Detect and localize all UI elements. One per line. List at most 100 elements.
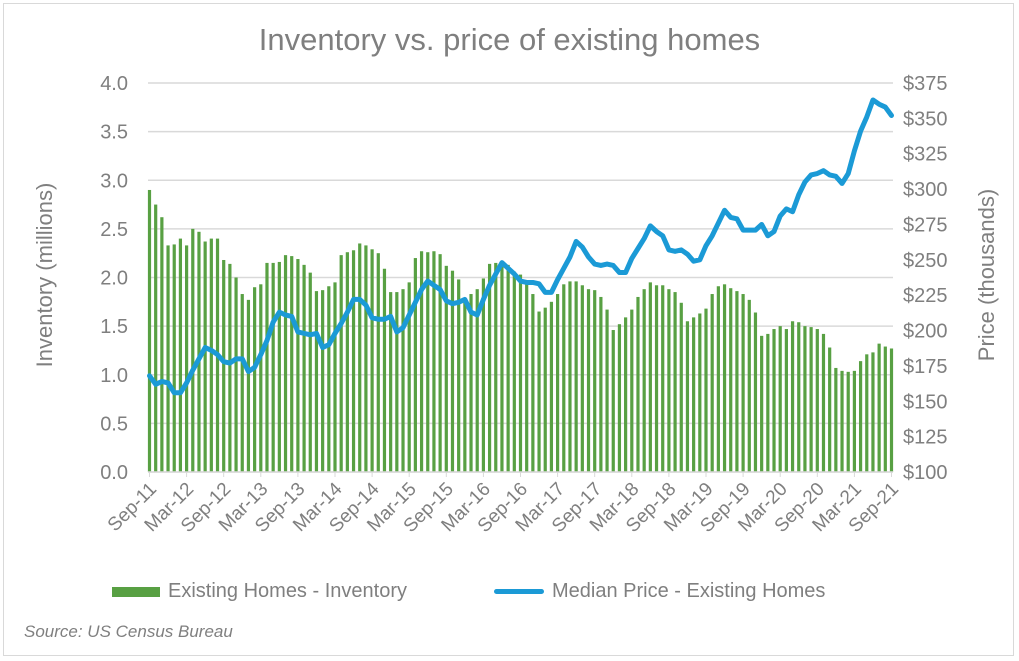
inventory-bar (444, 265, 448, 472)
right-tick-label: $100 (903, 462, 948, 484)
inventory-bar (178, 238, 183, 472)
inventory-bar (790, 321, 795, 472)
inventory-bar (432, 251, 436, 472)
inventory-bar (704, 308, 708, 472)
inventory-bar (413, 258, 417, 472)
left-tick-label: 4.0 (100, 73, 128, 95)
inventory-bar (692, 317, 696, 472)
legend-item-price: Median Price - Existing Homes (494, 580, 825, 603)
inventory-bar (290, 256, 294, 472)
inventory-bar (518, 274, 523, 472)
inventory-bar (593, 290, 597, 472)
inventory-bar (209, 238, 213, 472)
legend-item-inventory: Existing Homes - Inventory (112, 580, 407, 603)
inventory-bar (333, 282, 337, 472)
inventory-bar (327, 286, 331, 472)
inventory-bar (599, 296, 603, 472)
inventory-bar (376, 253, 380, 472)
inventory-bar (308, 272, 312, 472)
legend-label-price: Median Price - Existing Homes (552, 580, 826, 602)
right-tick-label: $125 (903, 427, 948, 449)
inventory-bar (679, 302, 683, 472)
inventory-bar (147, 189, 152, 472)
inventory-bar (815, 329, 819, 472)
chart-frame (3, 3, 1014, 656)
inventory-bar (302, 264, 306, 472)
inventory-bar (172, 244, 176, 472)
right-tick-label: $200 (903, 321, 948, 343)
inventory-bar (531, 294, 535, 472)
inventory-bar (858, 361, 863, 472)
inventory-bar (840, 370, 844, 472)
inventory-bar (611, 330, 615, 472)
inventory-bar (271, 262, 275, 472)
inventory-bar (580, 285, 584, 472)
inventory-bar (883, 346, 887, 472)
inventory-bar (871, 352, 875, 472)
inventory-bar (667, 289, 671, 472)
inventory-bar (673, 292, 677, 472)
inventory-bar (321, 290, 325, 472)
inventory-bar (191, 228, 195, 472)
inventory-bar (345, 252, 349, 472)
inventory-bar (265, 262, 269, 472)
inventory-bar (778, 326, 782, 472)
left-tick-label: 3.5 (100, 122, 128, 144)
right-tick-label: $150 (903, 391, 948, 413)
inventory-bar (389, 292, 393, 472)
inventory-bar (741, 294, 745, 472)
inventory-bar (419, 251, 424, 472)
inventory-bar (234, 277, 238, 472)
inventory-bar (197, 231, 201, 472)
inventory-bar (747, 299, 751, 472)
source-note: Source: US Census Bureau (24, 622, 233, 641)
inventory-bar (617, 324, 622, 472)
inventory-bar (865, 354, 869, 472)
legend-swatch-line (494, 589, 544, 594)
inventory-bar (407, 282, 411, 472)
inventory-bar (283, 255, 288, 472)
inventory-bar (512, 271, 516, 472)
inventory-bar (500, 265, 504, 472)
inventory-bar (562, 284, 566, 472)
inventory-bar (537, 311, 541, 472)
inventory-bar (246, 299, 251, 472)
inventory-bar (314, 291, 319, 472)
inventory-bar (457, 279, 461, 472)
left-tick-label: 0.5 (100, 413, 128, 435)
inventory-bar (543, 307, 547, 472)
right-tick-label: $300 (903, 179, 948, 201)
inventory-bar (828, 347, 832, 472)
inventory-bar (364, 245, 368, 472)
inventory-bar (877, 343, 881, 472)
inventory-bar (766, 333, 770, 472)
inventory-bar (636, 296, 640, 472)
left-tick-label: 2.5 (100, 219, 128, 241)
inventory-bar (642, 289, 646, 472)
inventory-bar (370, 249, 374, 472)
left-tick-label: 1.0 (100, 365, 128, 387)
inventory-bar (525, 280, 529, 472)
inventory-bar (395, 292, 399, 472)
inventory-bar (630, 309, 634, 472)
inventory-bar (729, 288, 733, 472)
inventory-bar (222, 259, 226, 472)
left-tick-label: 0.0 (100, 462, 128, 484)
inventory-bar (382, 268, 387, 472)
right-tick-label: $375 (903, 73, 948, 95)
inventory-bar (803, 326, 807, 472)
inventory-bar (722, 284, 727, 472)
inventory-bar (753, 312, 758, 472)
inventory-bar (735, 291, 739, 472)
inventory-bar (339, 255, 343, 472)
inventory-bar (253, 287, 257, 472)
inventory-bar (549, 301, 554, 472)
inventory-bar (809, 327, 813, 472)
inventory-bar (469, 294, 473, 472)
inventory-bar (710, 294, 714, 472)
right-tick-label: $175 (903, 356, 948, 378)
inventory-bar (426, 252, 430, 472)
inventory-bar (698, 313, 702, 472)
inventory-bar (772, 329, 776, 472)
